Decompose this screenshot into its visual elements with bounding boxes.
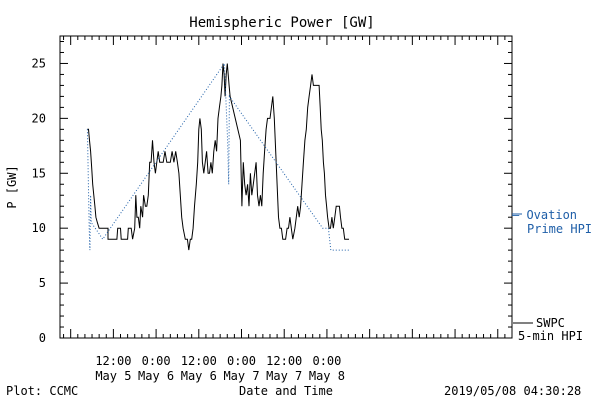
x-tick-time-label: 12:00 (95, 354, 131, 368)
series-line-swpc-5min-hpi (87, 63, 349, 251)
y-tick-label: 0 (39, 331, 46, 345)
y-tick-label: 20 (32, 111, 46, 125)
series-layer (86, 61, 522, 251)
x-tick-date-label: May 6 (181, 369, 217, 383)
y-tick-label: 15 (32, 166, 46, 180)
y-axis-label: P [GW] (5, 165, 19, 208)
x-tick-date-label: May 7 (266, 369, 302, 383)
legend-ovation-line1: — Ovation (512, 208, 577, 222)
x-tick-time-label: 0:00 (142, 354, 171, 368)
x-tick-time-label: 12:00 (181, 354, 217, 368)
x-tick-date-label: May 6 (138, 369, 174, 383)
x-tick-date-label: May 5 (95, 369, 131, 383)
y-tick-label: 5 (39, 276, 46, 290)
x-axis-label: Date and Time (239, 384, 333, 398)
x-tick-time-label: 12:00 (266, 354, 302, 368)
x-tick-time-label: 0:00 (227, 354, 256, 368)
plot-frame (59, 35, 513, 339)
legend-ovation-line2: Prime HPI (527, 222, 592, 236)
legend-swpc-line1: SWPC (536, 316, 565, 330)
y-axis: 0 5 10 15 20 25 (32, 40, 512, 345)
x-tick-date-label: May 7 (223, 369, 259, 383)
legend-swpc-line2: 5-min HPI (518, 329, 583, 343)
footer-plot-credit: Plot: CCMC (6, 384, 78, 398)
x-tick-date-label: May 8 (309, 369, 345, 383)
y-tick-label: 25 (32, 56, 46, 70)
x-tick-time-label: 0:00 (312, 354, 341, 368)
y-tick-label: 10 (32, 221, 46, 235)
footer-timestamp: 2019/05/08 04:30:28 (444, 384, 581, 398)
chart-title: Hemispheric Power [GW] (189, 15, 374, 31)
